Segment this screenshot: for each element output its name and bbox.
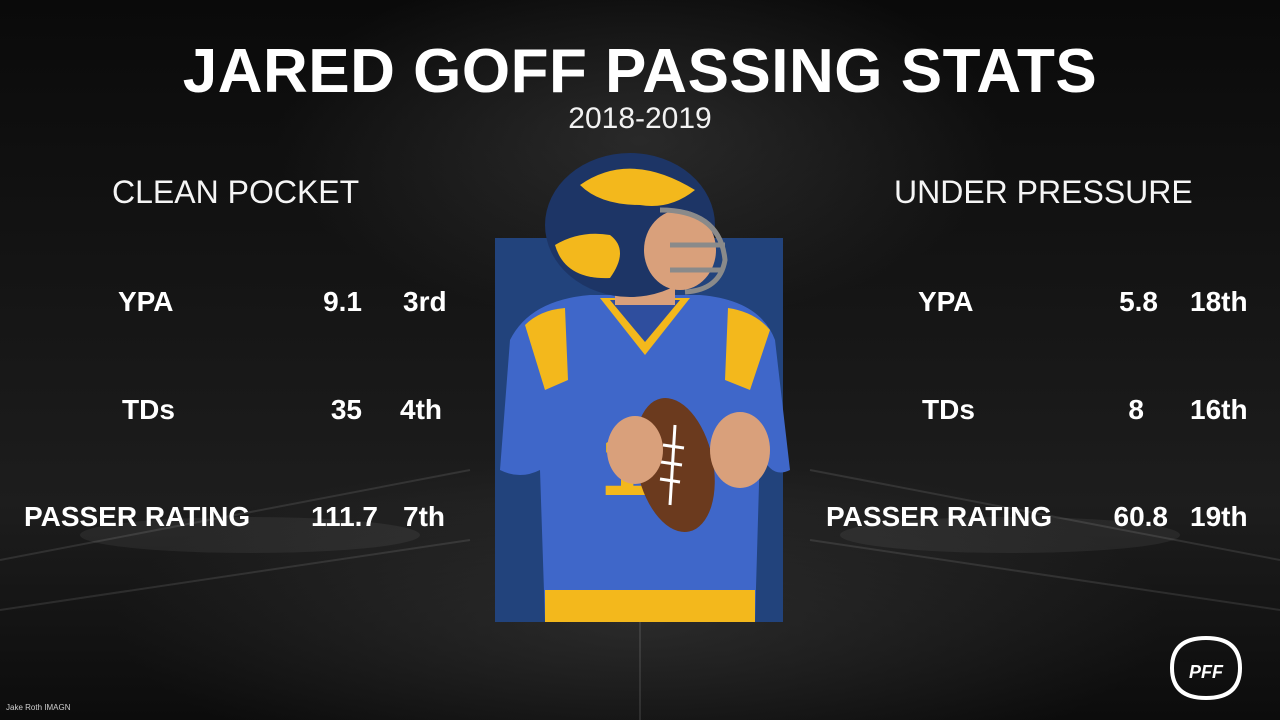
quarterback-illustration: 16 [500,153,790,622]
clean-passer-rating-rank: 7th [403,501,445,532]
clean-passer-rating-value: 111.7 [311,501,378,532]
pressure-ypa-label: YPA [918,286,974,317]
pressure-ypa-value: 5.8 [1119,286,1158,317]
clean-pocket-heading: CLEAN POCKET [112,174,360,210]
clean-tds-label: TDs [122,394,175,425]
pressure-passer-rating-rank: 19th [1190,501,1248,532]
clean-ypa-value: 9.1 [323,286,362,317]
clean-tds-rank: 4th [400,394,442,425]
clean-tds-value: 35 [330,394,362,425]
season-subtitle: 2018-2019 [568,102,712,135]
pff-logo-text: PFF [1189,662,1224,682]
pressure-tds-rank: 16th [1190,394,1248,425]
clean-ypa-label: YPA [118,286,174,317]
under-pressure-heading: UNDER PRESSURE [894,174,1193,210]
pff-logo: PFF [1170,636,1242,700]
clean-passer-rating-label: PASSER RATING [24,501,251,532]
pressure-ypa-rank: 18th [1190,286,1248,317]
pressure-tds-value: 8 [1128,394,1144,425]
pressure-passer-rating-label: PASSER RATING [826,501,1053,532]
photo-credit: Jake Roth IMAGN [6,703,71,712]
pressure-tds-label: TDs [922,394,975,425]
page-title: JARED GOFF PASSING STATS [182,37,1098,106]
clean-ypa-rank: 3rd [403,286,447,317]
pressure-passer-rating-value: 60.8 [1113,501,1169,532]
